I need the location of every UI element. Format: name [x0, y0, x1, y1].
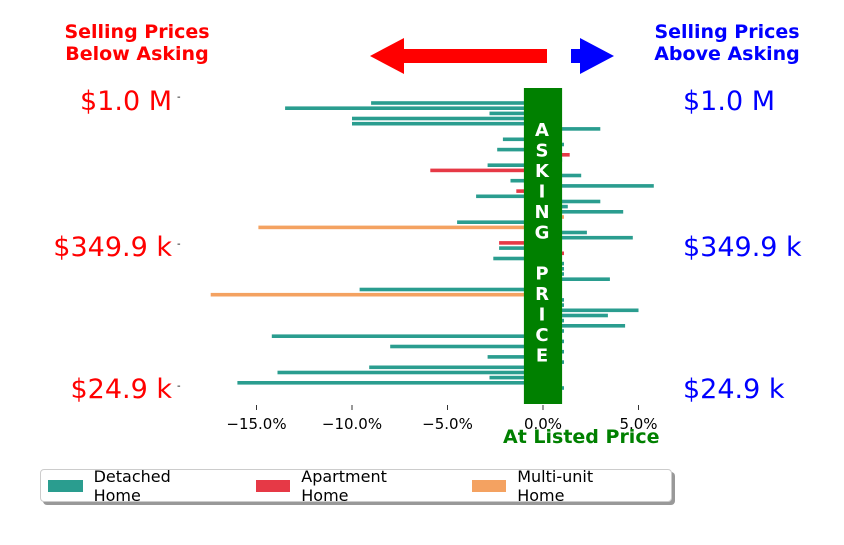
x-tick-label: 0.0%	[524, 415, 562, 433]
price-tick-bottom: -	[177, 381, 181, 392]
bar-detached-home	[457, 220, 543, 224]
bar-detached-home	[543, 210, 624, 214]
bar-detached-home	[352, 116, 543, 121]
bar-detached-home	[543, 199, 601, 204]
bar-detached-home	[487, 163, 543, 167]
x-tick-label: −5.0%	[422, 415, 473, 433]
bar-detached-home	[390, 344, 543, 349]
x-axis-ticks: −15.0% −10.0% −5.0% 0.0% 5.0%	[226, 405, 658, 433]
asking-letter: K	[535, 161, 550, 182]
asking-letter: E	[536, 346, 548, 367]
asking-letter: A	[535, 120, 549, 141]
bar-detached-home	[476, 194, 543, 199]
price-label-bottom-left: $24.9 k	[70, 374, 172, 405]
legend-item-multi-unit: Multi-unit Home	[471, 466, 644, 505]
bar-detached-home	[489, 111, 543, 116]
asking-letter: S	[536, 141, 549, 162]
asking-letter: N	[534, 202, 549, 223]
header-below-asking: Selling Prices Below Asking	[37, 21, 237, 65]
legend-swatch-multi-unit	[471, 479, 507, 492]
price-tick-mid: -	[177, 239, 181, 250]
bar-detached-home	[543, 184, 654, 188]
legend-label-multi-unit: Multi-unit Home	[517, 466, 594, 505]
legend-swatch-apartment	[255, 479, 291, 492]
asking-letter: P	[535, 264, 548, 285]
bar-detached-home	[237, 381, 543, 385]
price-label-top-right: $1.0 M	[683, 86, 775, 117]
legend-swatch-detached	[48, 479, 83, 492]
price-label-bottom-right: $24.9 k	[683, 374, 785, 405]
legend-label-apartment: Apartment Home	[301, 466, 387, 505]
header-left-line1: Selling Prices	[64, 21, 210, 43]
asking-price-band	[523, 88, 563, 404]
price-label-mid-left: $349.9 k	[53, 232, 172, 263]
legend-item-apartment: Apartment Home	[255, 466, 438, 505]
bar-detached-home	[499, 246, 543, 250]
bar-apartment-home	[499, 241, 543, 245]
bar-detached-home	[371, 101, 543, 105]
right-arrow-icon	[571, 38, 614, 74]
bar-detached-home	[543, 277, 610, 281]
bar-multi-unit-home	[210, 292, 543, 297]
asking-letter: I	[539, 305, 546, 326]
bar-detached-home	[497, 147, 543, 152]
bar-detached-home	[285, 106, 543, 110]
bar-detached-home	[543, 235, 633, 240]
price-label-top-left: $1.0 M	[80, 86, 172, 117]
header-above-asking: Selling Prices Above Asking	[627, 21, 827, 65]
x-tick-label: 5.0%	[619, 415, 657, 433]
header-right-line1: Selling Prices	[654, 21, 800, 43]
legend-item-detached: Detached Home	[48, 467, 222, 505]
bar-detached-home	[277, 370, 543, 375]
bar-detached-home	[359, 287, 543, 292]
bar-detached-home	[369, 365, 543, 370]
bars-layer	[210, 101, 654, 390]
asking-letter: C	[535, 325, 548, 346]
bar-detached-home	[543, 324, 626, 328]
price-tick-top: -	[177, 92, 181, 103]
bar-detached-home	[543, 230, 587, 235]
bar-detached-home	[487, 355, 543, 359]
x-tick-label: −10.0%	[322, 415, 382, 433]
asking-letter: G	[535, 223, 550, 244]
direction-arrows	[370, 38, 614, 74]
legend-label-detached: Detached Home	[93, 466, 171, 505]
asking-letter: I	[539, 182, 546, 203]
bar-detached-home	[489, 375, 543, 380]
bar-detached-home	[543, 313, 608, 318]
header-left-line2: Below Asking	[65, 43, 209, 65]
left-arrow-icon	[370, 38, 547, 74]
at-listed-price-label: At Listed Price	[503, 426, 660, 448]
bar-detached-home	[271, 334, 543, 338]
header-right-line2: Above Asking	[654, 43, 800, 65]
bar-detached-home	[543, 308, 639, 313]
legend: Detached Home Apartment Home Multi-unit …	[40, 466, 672, 505]
x-tick-label: −15.0%	[226, 415, 286, 433]
bar-detached-home	[352, 121, 543, 126]
bar-multi-unit-home	[258, 225, 543, 230]
price-label-mid-right: $349.9 k	[683, 232, 802, 263]
bar-detached-home	[543, 127, 601, 131]
bar-detached-home	[493, 256, 543, 261]
bar-detached-home	[502, 137, 543, 142]
asking-letter: R	[535, 284, 549, 305]
bar-apartment-home	[430, 168, 543, 173]
